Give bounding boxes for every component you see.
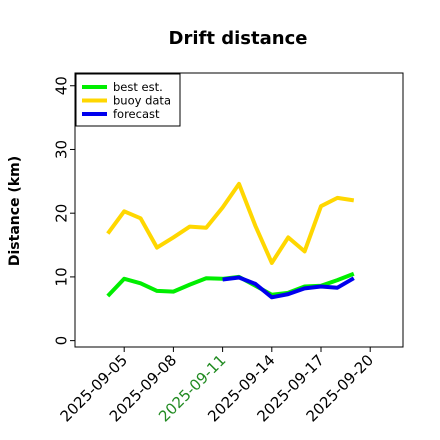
legend-entry: forecast xyxy=(113,107,160,121)
chart-title: Drift distance xyxy=(169,28,308,49)
plot-frame xyxy=(74,72,404,348)
y-tick-label: 30 xyxy=(52,140,70,159)
y-tick-label: 10 xyxy=(52,267,70,286)
series-line-buoy-data xyxy=(106,181,355,265)
series-line-forecast xyxy=(222,275,355,300)
legend-entry: buoy data xyxy=(113,94,171,108)
y-tick-label: 40 xyxy=(52,76,70,95)
legend-entry: best est. xyxy=(113,80,163,94)
plot-area xyxy=(106,181,355,300)
y-tick-label: 20 xyxy=(52,204,70,223)
y-axis-label: Distance (km) xyxy=(7,156,23,266)
y-tick-label: 0 xyxy=(52,336,70,346)
